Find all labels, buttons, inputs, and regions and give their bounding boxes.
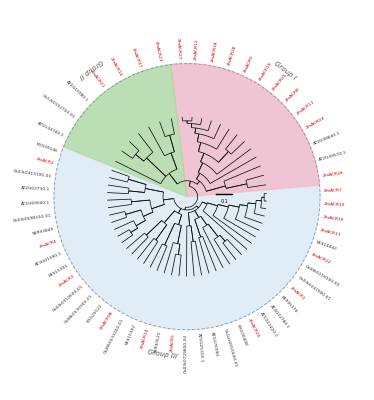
Text: ZmACR5: ZmACR5 xyxy=(169,333,175,352)
Text: EES15301: EES15301 xyxy=(48,263,69,278)
Text: Os08t0118100-00: Os08t0118100-00 xyxy=(304,264,340,288)
Text: EES15302: EES15302 xyxy=(125,323,137,345)
Text: Os04t0319500-01: Os04t0319500-01 xyxy=(52,284,84,313)
Text: EER95176: EER95176 xyxy=(279,295,298,314)
Text: ZmACR3: ZmACR3 xyxy=(58,274,76,288)
Text: ZmACR98: ZmACR98 xyxy=(99,310,114,331)
Text: KXG30408: KXG30408 xyxy=(235,324,247,346)
Text: AT2G38840.1: AT2G38840.1 xyxy=(313,131,341,146)
Text: ZmACR27: ZmACR27 xyxy=(175,38,181,60)
Text: ZmACR23: ZmACR23 xyxy=(154,41,162,63)
Text: Os03t0729800-00: Os03t0729800-00 xyxy=(184,334,188,373)
Wedge shape xyxy=(171,64,319,197)
Text: AT3G01990.1: AT3G01990.1 xyxy=(35,251,63,267)
Text: OsG2t0555600-01: OsG2t0555600-01 xyxy=(223,328,238,368)
Text: AT1G69040.1: AT1G69040.1 xyxy=(21,201,50,206)
Text: KXG29122: KXG29122 xyxy=(86,303,103,323)
Text: AT5G34740.1: AT5G34740.1 xyxy=(37,121,65,138)
Text: ZmACR7: ZmACR7 xyxy=(324,188,343,193)
Text: ZmACR9: ZmACR9 xyxy=(243,54,254,73)
Text: Os03t0247900-01: Os03t0247900-01 xyxy=(297,275,331,302)
Text: ZmACR24: ZmACR24 xyxy=(305,116,326,130)
Text: 0.1: 0.1 xyxy=(220,199,228,204)
Text: ZmACR16: ZmACR16 xyxy=(322,215,344,222)
Text: Os08t0533300-01: Os08t0533300-01 xyxy=(104,317,125,354)
Text: AT1G76990: AT1G76990 xyxy=(210,331,219,356)
Text: Os08t0530300-01: Os08t0530300-01 xyxy=(63,294,94,325)
Text: EER93845: EER93845 xyxy=(31,226,54,236)
Text: Group III: Group III xyxy=(147,349,177,360)
Text: Os03t0598100-01: Os03t0598100-01 xyxy=(12,214,52,223)
Text: ZmACR14: ZmACR14 xyxy=(140,328,150,349)
Text: ZmACR25: ZmACR25 xyxy=(272,72,288,92)
Text: KXG39146: KXG39146 xyxy=(36,142,58,153)
Text: ZmACR15: ZmACR15 xyxy=(324,202,346,208)
Text: Os03t0413100-01: Os03t0413100-01 xyxy=(12,169,52,179)
Text: EER93521: EER93521 xyxy=(154,331,162,354)
Text: AT5G25320.1: AT5G25320.1 xyxy=(197,333,204,363)
Text: EES14442: EES14442 xyxy=(316,240,338,252)
Text: ZmACR13: ZmACR13 xyxy=(319,228,341,237)
Text: ZmACR11: ZmACR11 xyxy=(295,100,315,116)
Text: ZmACR19: ZmACR19 xyxy=(258,61,273,81)
Text: AT2G03730.1: AT2G03730.1 xyxy=(21,186,50,192)
Text: ZmACR22: ZmACR22 xyxy=(310,253,332,266)
Text: ZmACR1: ZmACR1 xyxy=(289,286,306,301)
Text: ZmACR18: ZmACR18 xyxy=(211,40,218,62)
Text: ZmACR10: ZmACR10 xyxy=(109,57,123,78)
Text: AT1G12420.1: AT1G12420.1 xyxy=(259,311,278,338)
Text: ZmACR21: ZmACR21 xyxy=(89,70,105,89)
Text: Group II: Group II xyxy=(78,58,104,80)
Text: ZmACR12: ZmACR12 xyxy=(194,38,199,60)
Text: ZmACR26: ZmACR26 xyxy=(322,171,344,178)
Text: AT4G22780.1: AT4G22780.1 xyxy=(269,304,291,329)
Text: AT2G39570.1: AT2G39570.1 xyxy=(319,150,348,162)
Text: ZmACR20: ZmACR20 xyxy=(247,318,261,339)
Text: AT1G16980.1: AT1G16980.1 xyxy=(65,80,89,103)
Circle shape xyxy=(54,64,320,330)
Text: ZmACR8: ZmACR8 xyxy=(284,87,301,103)
Text: Os12t0152700-01: Os12t0152700-01 xyxy=(42,94,76,120)
Text: ZmACR17: ZmACR17 xyxy=(131,47,142,69)
Text: ZmACR4: ZmACR4 xyxy=(39,239,58,249)
Text: ZmACR2: ZmACR2 xyxy=(35,158,54,166)
Text: Group I: Group I xyxy=(273,60,297,81)
Wedge shape xyxy=(64,64,187,197)
Text: ZmACR28: ZmACR28 xyxy=(227,45,237,67)
